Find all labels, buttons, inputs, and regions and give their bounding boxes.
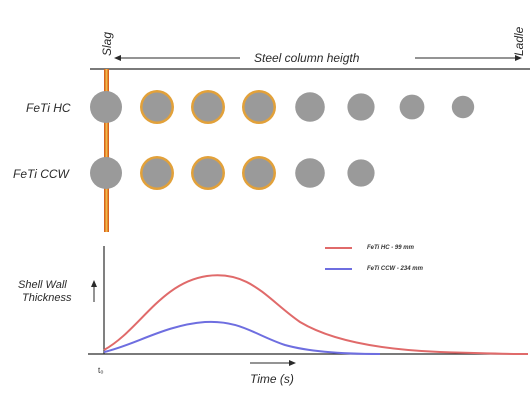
chart-ylabel-line2: Thickness xyxy=(22,292,72,304)
particle xyxy=(347,93,375,121)
particle-core xyxy=(90,157,122,189)
particle xyxy=(399,94,425,120)
particle xyxy=(90,157,122,189)
particle xyxy=(90,91,122,123)
particle-rows xyxy=(90,90,475,190)
particle xyxy=(347,159,375,187)
particle-core xyxy=(295,92,325,122)
column-arrow-left-head xyxy=(114,55,121,61)
particle-core xyxy=(451,95,475,119)
particle-shelled xyxy=(140,156,174,190)
particle-shelled xyxy=(242,90,276,124)
particle-core xyxy=(90,91,122,123)
legend-hc-label: FeTi HC - 99 mm xyxy=(367,245,414,251)
particle-core xyxy=(399,94,425,120)
row-label-ccw: FeTi CCW xyxy=(13,167,69,181)
y-label-arrow-head xyxy=(91,280,97,287)
particle xyxy=(451,95,475,119)
particle-core xyxy=(142,158,172,188)
particle-shelled xyxy=(242,156,276,190)
chart-ylabel-line1: Shell Wall xyxy=(18,279,67,291)
ccw-curve xyxy=(103,320,381,355)
particle-core xyxy=(244,92,274,122)
hc-curve xyxy=(103,274,529,355)
particle-core xyxy=(193,92,223,122)
particle-core xyxy=(347,159,375,187)
ladle-label: Ladle xyxy=(512,26,526,56)
slag-label: Slag xyxy=(100,31,114,56)
particle-shelled xyxy=(191,90,225,124)
particle-shelled xyxy=(140,90,174,124)
column-label: Steel column heigth xyxy=(254,51,360,65)
particle-core xyxy=(142,92,172,122)
particle-core xyxy=(295,158,325,188)
particle-shelled xyxy=(191,156,225,190)
particle xyxy=(295,92,325,122)
particle-core xyxy=(244,158,274,188)
chart-xlabel: Time (s) xyxy=(250,372,294,386)
time-arrow-head xyxy=(289,360,296,366)
particle xyxy=(295,158,325,188)
particle-core xyxy=(347,93,375,121)
slag-line-inner xyxy=(105,69,108,232)
particle-core xyxy=(193,158,223,188)
chart-origin-label: t₀ xyxy=(98,366,104,375)
legend-ccw-label: FeTi CCW - 234 mm xyxy=(367,266,423,272)
column-arrow-right-head xyxy=(515,55,522,61)
row-label-hc: FeTi HC xyxy=(26,101,71,115)
